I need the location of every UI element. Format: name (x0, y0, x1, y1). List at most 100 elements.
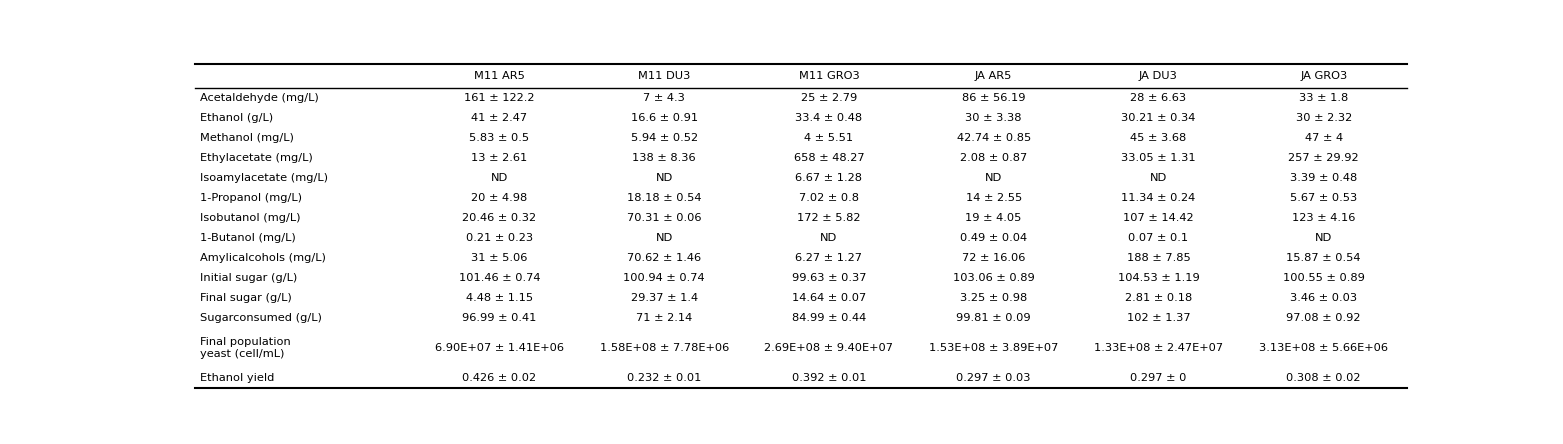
Text: 41 ± 2.47: 41 ± 2.47 (472, 113, 527, 123)
Text: 0.392 ± 0.01: 0.392 ± 0.01 (791, 373, 866, 383)
Text: 29.37 ± 1.4: 29.37 ± 1.4 (630, 293, 697, 303)
Text: 0.297 ± 0.03: 0.297 ± 0.03 (957, 373, 1032, 383)
Text: 123 ± 4.16: 123 ± 4.16 (1293, 213, 1355, 223)
Text: JA GRO3: JA GRO3 (1300, 71, 1347, 80)
Text: 0.232 ± 0.01: 0.232 ± 0.01 (627, 373, 702, 383)
Text: 5.67 ± 0.53: 5.67 ± 0.53 (1289, 193, 1357, 203)
Text: 72 ± 16.06: 72 ± 16.06 (961, 253, 1025, 263)
Text: 257 ± 29.92: 257 ± 29.92 (1288, 153, 1360, 163)
Text: 6.90E+07 ± 1.41E+06: 6.90E+07 ± 1.41E+06 (435, 343, 564, 353)
Text: Amylicalcohols (mg/L): Amylicalcohols (mg/L) (200, 253, 327, 263)
Text: Final sugar (g/L): Final sugar (g/L) (200, 293, 292, 303)
Text: 3.46 ± 0.03: 3.46 ± 0.03 (1289, 293, 1357, 303)
Text: 70.62 ± 1.46: 70.62 ± 1.46 (627, 253, 702, 263)
Text: 13 ± 2.61: 13 ± 2.61 (472, 153, 528, 163)
Text: 30 ± 2.32: 30 ± 2.32 (1296, 113, 1352, 123)
Text: 31 ± 5.06: 31 ± 5.06 (470, 253, 528, 263)
Text: ND: ND (491, 173, 508, 183)
Text: 2.69E+08 ± 9.40E+07: 2.69E+08 ± 9.40E+07 (764, 343, 894, 353)
Text: 0.07 ± 0.1: 0.07 ± 0.1 (1128, 233, 1188, 243)
Text: 1-Butanol (mg/L): 1-Butanol (mg/L) (200, 233, 295, 243)
Text: 84.99 ± 0.44: 84.99 ± 0.44 (792, 313, 866, 323)
Text: 4.48 ± 1.15: 4.48 ± 1.15 (466, 293, 533, 303)
Text: 2.81 ± 0.18: 2.81 ± 0.18 (1125, 293, 1193, 303)
Text: 172 ± 5.82: 172 ± 5.82 (797, 213, 861, 223)
Text: Isobutanol (mg/L): Isobutanol (mg/L) (200, 213, 300, 223)
Text: 14.64 ± 0.07: 14.64 ± 0.07 (792, 293, 866, 303)
Text: Ethanol yield: Ethanol yield (200, 373, 275, 383)
Text: Sugarconsumed (g/L): Sugarconsumed (g/L) (200, 313, 322, 323)
Text: Initial sugar (g/L): Initial sugar (g/L) (200, 273, 297, 283)
Text: 70.31 ± 0.06: 70.31 ± 0.06 (627, 213, 702, 223)
Text: 2.08 ± 0.87: 2.08 ± 0.87 (960, 153, 1027, 163)
Text: 3.25 ± 0.98: 3.25 ± 0.98 (960, 293, 1027, 303)
Text: JA AR5: JA AR5 (975, 71, 1013, 80)
Text: 28 ± 6.63: 28 ± 6.63 (1130, 93, 1186, 103)
Text: 16.6 ± 0.91: 16.6 ± 0.91 (630, 113, 697, 123)
Text: 6.27 ± 1.27: 6.27 ± 1.27 (796, 253, 863, 263)
Text: 25 ± 2.79: 25 ± 2.79 (800, 93, 857, 103)
Text: 5.83 ± 0.5: 5.83 ± 0.5 (469, 133, 530, 143)
Text: 33 ± 1.8: 33 ± 1.8 (1299, 93, 1349, 103)
Text: 107 ± 14.42: 107 ± 14.42 (1124, 213, 1194, 223)
Text: 11.34 ± 0.24: 11.34 ± 0.24 (1121, 193, 1196, 203)
Text: 101.46 ± 0.74: 101.46 ± 0.74 (458, 273, 541, 283)
Text: Methanol (mg/L): Methanol (mg/L) (200, 133, 294, 143)
Text: 100.55 ± 0.89: 100.55 ± 0.89 (1283, 273, 1364, 283)
Text: 104.53 ± 1.19: 104.53 ± 1.19 (1118, 273, 1199, 283)
Text: 0.426 ± 0.02: 0.426 ± 0.02 (463, 373, 536, 383)
Text: ND: ND (1314, 233, 1332, 243)
Text: 99.81 ± 0.09: 99.81 ± 0.09 (957, 313, 1032, 323)
Text: 97.08 ± 0.92: 97.08 ± 0.92 (1286, 313, 1361, 323)
Text: 138 ± 8.36: 138 ± 8.36 (633, 153, 696, 163)
Text: 47 ± 4: 47 ± 4 (1305, 133, 1343, 143)
Text: 42.74 ± 0.85: 42.74 ± 0.85 (957, 133, 1030, 143)
Text: 19 ± 4.05: 19 ± 4.05 (966, 213, 1022, 223)
Text: 86 ± 56.19: 86 ± 56.19 (961, 93, 1025, 103)
Text: 1.33E+08 ± 2.47E+07: 1.33E+08 ± 2.47E+07 (1094, 343, 1222, 353)
Text: 0.308 ± 0.02: 0.308 ± 0.02 (1286, 373, 1361, 383)
Text: 7 ± 4.3: 7 ± 4.3 (644, 93, 685, 103)
Text: 3.39 ± 0.48: 3.39 ± 0.48 (1289, 173, 1357, 183)
Text: Final population
yeast (cell/mL): Final population yeast (cell/mL) (200, 337, 291, 359)
Text: 33.4 ± 0.48: 33.4 ± 0.48 (796, 113, 863, 123)
Text: ND: ND (655, 173, 672, 183)
Text: 100.94 ± 0.74: 100.94 ± 0.74 (624, 273, 705, 283)
Text: 0.297 ± 0: 0.297 ± 0 (1130, 373, 1186, 383)
Text: 658 ± 48.27: 658 ± 48.27 (794, 153, 864, 163)
Text: Isoamylacetate (mg/L): Isoamylacetate (mg/L) (200, 173, 328, 183)
Text: Acetaldehyde (mg/L): Acetaldehyde (mg/L) (200, 93, 319, 103)
Text: 18.18 ± 0.54: 18.18 ± 0.54 (627, 193, 702, 203)
Text: 20 ± 4.98: 20 ± 4.98 (472, 193, 528, 203)
Text: JA DU3: JA DU3 (1139, 71, 1179, 80)
Text: 15.87 ± 0.54: 15.87 ± 0.54 (1286, 253, 1361, 263)
Text: 102 ± 1.37: 102 ± 1.37 (1127, 313, 1189, 323)
Text: 96.99 ± 0.41: 96.99 ± 0.41 (463, 313, 536, 323)
Text: 20.46 ± 0.32: 20.46 ± 0.32 (463, 213, 536, 223)
Text: Ethylacetate (mg/L): Ethylacetate (mg/L) (200, 153, 313, 163)
Text: 1.53E+08 ± 3.89E+07: 1.53E+08 ± 3.89E+07 (928, 343, 1058, 353)
Text: 14 ± 2.55: 14 ± 2.55 (966, 193, 1022, 203)
Text: 71 ± 2.14: 71 ± 2.14 (636, 313, 692, 323)
Text: 45 ± 3.68: 45 ± 3.68 (1130, 133, 1186, 143)
Text: 103.06 ± 0.89: 103.06 ± 0.89 (953, 273, 1035, 283)
Text: 1.58E+08 ± 7.78E+06: 1.58E+08 ± 7.78E+06 (600, 343, 728, 353)
Text: ND: ND (821, 233, 838, 243)
Text: 4 ± 5.51: 4 ± 5.51 (805, 133, 853, 143)
Text: 5.94 ± 0.52: 5.94 ± 0.52 (630, 133, 697, 143)
Text: 6.67 ± 1.28: 6.67 ± 1.28 (796, 173, 863, 183)
Text: 0.21 ± 0.23: 0.21 ± 0.23 (466, 233, 533, 243)
Text: M11 DU3: M11 DU3 (638, 71, 691, 80)
Text: M11 AR5: M11 AR5 (474, 71, 525, 80)
Text: 7.02 ± 0.8: 7.02 ± 0.8 (799, 193, 860, 203)
Text: 33.05 ± 1.31: 33.05 ± 1.31 (1121, 153, 1196, 163)
Text: 3.13E+08 ± 5.66E+06: 3.13E+08 ± 5.66E+06 (1260, 343, 1388, 353)
Text: 99.63 ± 0.37: 99.63 ± 0.37 (791, 273, 866, 283)
Text: Ethanol (g/L): Ethanol (g/L) (200, 113, 274, 123)
Text: ND: ND (655, 233, 672, 243)
Text: 188 ± 7.85: 188 ± 7.85 (1127, 253, 1191, 263)
Text: 30 ± 3.38: 30 ± 3.38 (966, 113, 1022, 123)
Text: M11 GRO3: M11 GRO3 (799, 71, 860, 80)
Text: 0.49 ± 0.04: 0.49 ± 0.04 (960, 233, 1027, 243)
Text: 30.21 ± 0.34: 30.21 ± 0.34 (1121, 113, 1196, 123)
